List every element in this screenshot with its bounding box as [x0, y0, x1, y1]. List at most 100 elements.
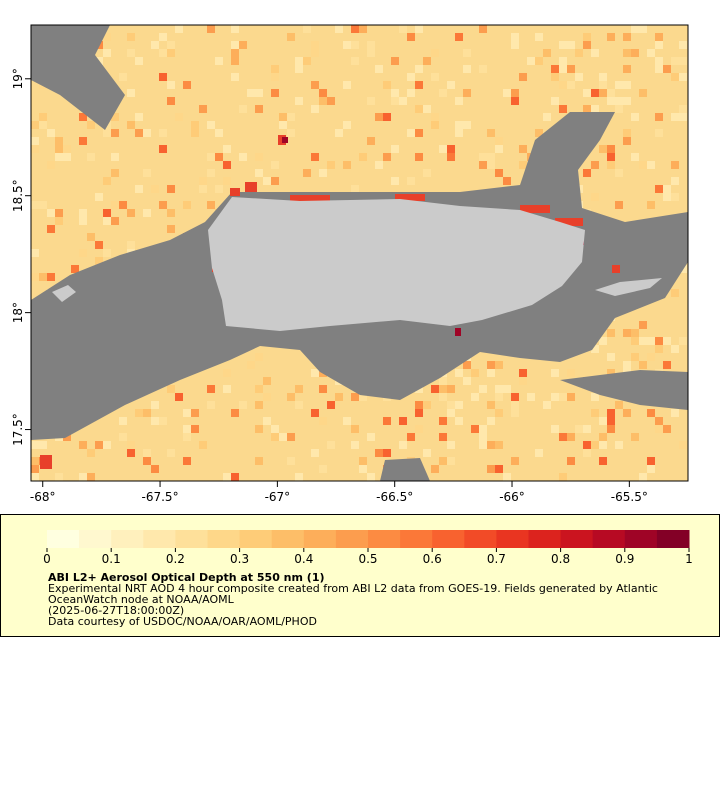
- aod-cell: [343, 81, 351, 89]
- aod-cell: [487, 441, 495, 449]
- aod-cell: [607, 409, 615, 417]
- aod-cell: [199, 185, 207, 193]
- aod-cell: [255, 105, 263, 113]
- aod-cell: [31, 273, 39, 281]
- aod-cell: [159, 129, 167, 137]
- legend-line: Experimental NRT AOD 4 hour composite cr…: [48, 582, 658, 595]
- aod-cell: [271, 65, 279, 73]
- aod-cell: [351, 41, 359, 49]
- aod-cell: [607, 329, 615, 337]
- legend-lines: Experimental NRT AOD 4 hour composite cr…: [48, 582, 658, 628]
- aod-cell: [327, 97, 335, 105]
- aod-cell: [583, 105, 591, 113]
- colorbar-swatch: [368, 530, 401, 548]
- aod-cell: [511, 41, 519, 49]
- aod-cell: [551, 65, 559, 73]
- aod-cell: [447, 81, 455, 89]
- aod-cell: [87, 449, 95, 457]
- aod-cell: [399, 97, 407, 105]
- aod-cell: [439, 385, 447, 393]
- aod-cell: [383, 449, 391, 457]
- aod-cell: [511, 33, 519, 41]
- aod-cell: [623, 81, 631, 89]
- aod-cell: [423, 449, 431, 457]
- aod-cell: [295, 57, 303, 65]
- aod-cell: [423, 401, 431, 409]
- colorbar-tick-label: 0.4: [294, 552, 313, 566]
- aod-cell: [183, 201, 191, 209]
- aod-cell: [31, 441, 39, 449]
- aod-cell: [343, 41, 351, 49]
- no-data-region: [560, 370, 688, 410]
- colorbar-swatch: [496, 530, 529, 548]
- aod-cell: [63, 433, 71, 441]
- aod-cell: [623, 33, 631, 41]
- aod-cell: [551, 97, 559, 105]
- axes: -68° -67.5° -67° -66.5° -66° -65.5° 17.5° 18° 18…: [11, 68, 648, 504]
- aod-cell: [311, 153, 319, 161]
- aod-cell: [47, 273, 55, 281]
- aod-cell: [351, 185, 359, 193]
- aod-cell: [79, 249, 87, 257]
- aod-cell: [351, 425, 359, 433]
- aod-cell: [647, 457, 655, 465]
- land-mona: [52, 285, 76, 302]
- aod-cell: [647, 49, 655, 57]
- aod-cell: [151, 417, 159, 425]
- aod-cell: [79, 441, 87, 449]
- aod-cell: [663, 337, 671, 345]
- colorbar-tick-label: 0.3: [230, 552, 249, 566]
- aod-cell: [287, 457, 295, 465]
- aod-cell: [647, 353, 655, 361]
- aod-cell: [207, 153, 215, 161]
- aod-cell: [391, 89, 399, 97]
- aod-cell: [311, 409, 319, 417]
- aod-cell: [319, 97, 327, 105]
- legend-line: (2025-06-27T18:00:00Z): [48, 604, 184, 617]
- aod-cell: [607, 161, 615, 169]
- aod-cell: [591, 161, 599, 169]
- aod-cell: [607, 353, 615, 361]
- aod-cell: [559, 433, 567, 441]
- aod-cell: [31, 249, 39, 257]
- aod-cell: [127, 449, 135, 457]
- aod-cell: [655, 113, 663, 121]
- aod-cell: [231, 41, 239, 49]
- aod-cell: [487, 361, 495, 369]
- aod-cell: [255, 385, 263, 393]
- aod-cell: [199, 105, 207, 113]
- aod-cell: [367, 473, 375, 481]
- colorbar-tick-label: 0.2: [166, 552, 185, 566]
- aod-cell: [159, 33, 167, 41]
- aod-cell: [63, 145, 71, 153]
- plot-frame: [30, 24, 689, 482]
- aod-cell: [359, 457, 367, 465]
- aod-cell: [543, 49, 551, 57]
- aod-cell: [367, 137, 375, 145]
- aod-cell: [223, 473, 231, 481]
- aod-cell: [119, 433, 127, 441]
- aod-cell: [391, 57, 399, 65]
- aod-cell: [583, 425, 591, 433]
- aod-cell: [415, 129, 423, 137]
- aod-cell: [631, 113, 639, 121]
- aod-cell: [167, 449, 175, 457]
- aod-cell: [167, 185, 175, 193]
- aod-cell: [479, 153, 487, 161]
- aod-cell: [567, 41, 575, 49]
- aod-cell: [631, 49, 639, 57]
- aod-cell: [239, 153, 247, 161]
- aod-cell: [415, 401, 423, 409]
- aod-cell: [55, 137, 63, 145]
- aod-cell: [503, 89, 511, 97]
- no-data-region: [380, 458, 430, 481]
- aod-cell: [215, 153, 223, 161]
- aod-cell: [191, 425, 199, 433]
- aod-cell: [407, 129, 415, 137]
- aod-cell: [223, 385, 231, 393]
- aod-cell: [207, 385, 215, 393]
- aod-cell: [551, 369, 559, 377]
- aod-cell: [111, 217, 119, 225]
- aod-cell: [599, 433, 607, 441]
- aod-cell: [39, 201, 47, 209]
